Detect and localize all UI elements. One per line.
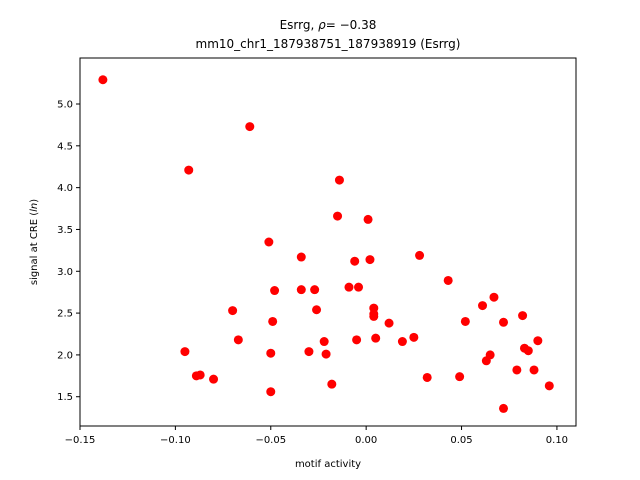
chart-title-line2: mm10_chr1_187938751_187938919 (Esrrg) xyxy=(196,37,461,51)
data-point xyxy=(266,348,276,358)
x-axis-label: motif activity xyxy=(295,459,361,470)
data-point xyxy=(397,337,407,347)
y-tick-label: 2.5 xyxy=(57,309,73,320)
y-tick-label: 3.5 xyxy=(57,225,73,236)
data-point xyxy=(365,255,375,265)
data-point xyxy=(499,317,509,327)
data-point xyxy=(415,250,425,260)
data-point xyxy=(195,370,205,380)
data-point xyxy=(310,285,320,295)
data-point xyxy=(304,347,314,357)
y-axis-label: signal at CRE (ln) xyxy=(29,199,40,285)
data-point xyxy=(209,374,219,384)
data-point xyxy=(233,335,243,345)
x-tick-label: −0.15 xyxy=(65,435,96,446)
x-tick-label: 0.10 xyxy=(546,435,568,446)
data-point xyxy=(344,282,354,292)
data-point xyxy=(268,316,278,326)
data-point xyxy=(245,122,255,132)
x-tick-label: −0.10 xyxy=(160,435,191,446)
y-tick-label: 3.0 xyxy=(57,267,73,278)
chart-title-line1: Esrrg, ρ= −0.38 xyxy=(280,18,377,32)
data-point xyxy=(544,381,554,391)
data-point xyxy=(296,285,306,295)
chart-title: Esrrg, ρ= −0.38 mm10_chr1_187938751_1879… xyxy=(196,18,461,51)
data-point xyxy=(489,292,499,302)
data-point xyxy=(180,347,190,357)
data-point xyxy=(266,387,276,397)
data-point xyxy=(478,301,488,311)
y-tick-label: 4.0 xyxy=(57,183,73,194)
x-tick-label: 0.05 xyxy=(450,435,472,446)
data-point xyxy=(460,316,470,326)
data-point xyxy=(363,214,373,224)
data-point xyxy=(270,286,280,296)
data-point xyxy=(228,306,238,316)
data-point xyxy=(319,337,329,347)
data-point xyxy=(443,275,453,285)
data-point xyxy=(455,372,465,382)
x-axis: −0.15 −0.10 −0.05 0.00 0.05 0.10 xyxy=(65,426,568,446)
x-tick-label: 0.00 xyxy=(355,435,377,446)
data-point xyxy=(533,336,543,346)
data-points xyxy=(98,75,554,413)
data-point xyxy=(184,165,194,175)
data-point xyxy=(327,379,337,389)
data-point xyxy=(354,282,364,292)
data-point xyxy=(409,332,419,342)
data-point xyxy=(334,175,344,185)
data-point xyxy=(264,237,274,247)
data-point xyxy=(371,333,381,343)
data-point xyxy=(333,211,343,221)
data-point xyxy=(518,311,528,321)
data-point xyxy=(481,356,491,366)
data-point xyxy=(512,365,522,375)
y-tick-label: 5.0 xyxy=(57,100,73,111)
plot-area-frame xyxy=(79,57,577,427)
y-tick-label: 4.5 xyxy=(57,141,73,152)
data-point xyxy=(321,349,331,359)
data-point xyxy=(352,335,362,345)
data-point xyxy=(529,365,539,375)
data-point xyxy=(369,311,379,321)
data-point xyxy=(422,372,432,382)
data-point xyxy=(499,403,509,413)
data-point xyxy=(523,346,533,356)
y-tick-label: 1.5 xyxy=(57,392,73,403)
data-point xyxy=(384,318,394,328)
data-point xyxy=(296,252,306,262)
x-tick-label: −0.05 xyxy=(255,435,286,446)
y-tick-label: 2.0 xyxy=(57,350,73,361)
y-axis: 1.5 2.0 2.5 3.0 3.5 4.0 4.5 5.0 xyxy=(57,100,80,403)
data-point xyxy=(350,256,360,266)
data-point xyxy=(312,305,322,315)
data-point xyxy=(98,75,108,85)
